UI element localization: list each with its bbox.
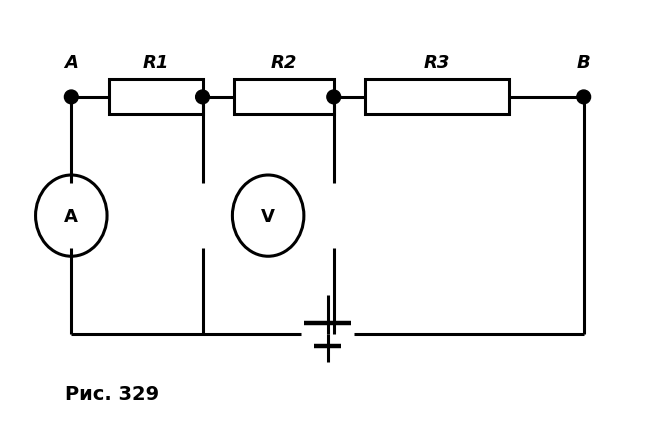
Text: A: A bbox=[64, 54, 78, 72]
Circle shape bbox=[64, 91, 78, 104]
Text: B: B bbox=[577, 54, 591, 72]
Circle shape bbox=[577, 91, 591, 104]
Text: R3: R3 bbox=[424, 54, 450, 72]
FancyBboxPatch shape bbox=[365, 80, 509, 115]
Text: Рис. 329: Рис. 329 bbox=[65, 384, 159, 403]
FancyBboxPatch shape bbox=[234, 80, 334, 115]
FancyBboxPatch shape bbox=[109, 80, 202, 115]
Text: R2: R2 bbox=[271, 54, 297, 72]
Ellipse shape bbox=[233, 176, 304, 256]
Circle shape bbox=[327, 91, 341, 104]
Circle shape bbox=[196, 91, 210, 104]
Ellipse shape bbox=[35, 176, 107, 256]
Text: A: A bbox=[64, 207, 78, 225]
Text: R1: R1 bbox=[143, 54, 169, 72]
Text: V: V bbox=[261, 207, 275, 225]
